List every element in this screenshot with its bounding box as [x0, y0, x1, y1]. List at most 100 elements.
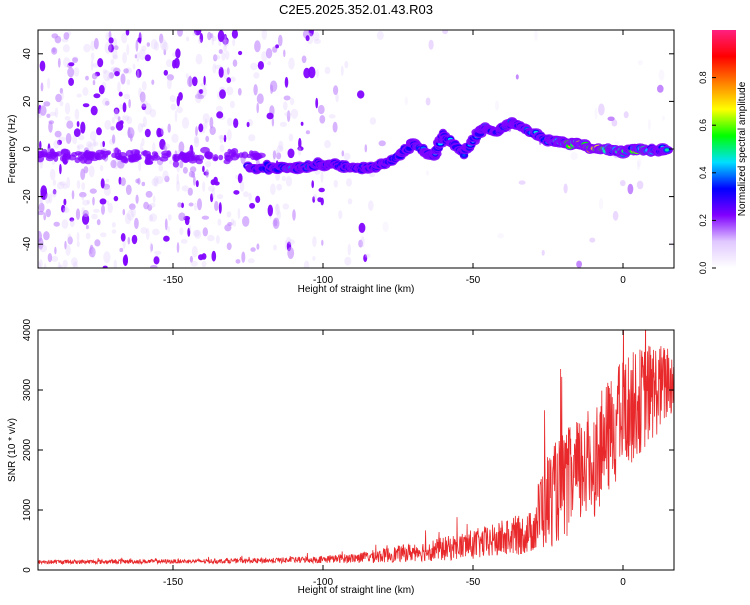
noise-speckle	[38, 210, 45, 216]
noise-speckle	[313, 193, 318, 201]
noise-speckle	[111, 117, 115, 124]
noise-speckle	[107, 202, 113, 214]
noise-speckle	[153, 256, 160, 265]
noise-speckle	[497, 233, 504, 239]
noise-speckle	[425, 97, 431, 106]
noise-speckle	[623, 111, 629, 119]
snr-panel: -150 -100 -50 0 0 1000 2000 3000 4000 Height of…	[7, 318, 675, 596]
noise-speckle	[77, 151, 87, 159]
noise-speckle	[82, 87, 89, 96]
noise-speckle	[43, 211, 47, 217]
noise-speckle	[63, 32, 70, 40]
noise-speckle	[107, 76, 110, 81]
noise-speckle	[72, 261, 78, 268]
noise-speckle	[71, 257, 78, 267]
noise-speckle	[186, 150, 195, 158]
noise-speckle	[122, 102, 127, 113]
noise-speckle	[134, 54, 138, 59]
noise-speckle	[177, 202, 182, 208]
noise-speckle	[131, 234, 138, 245]
noise-speckle	[208, 185, 216, 192]
noise-speckle	[54, 130, 62, 138]
noise-speckle	[111, 222, 116, 228]
noise-speckle	[191, 245, 198, 258]
noise-speckle	[188, 202, 194, 207]
noise-speckle	[250, 247, 256, 252]
noise-speckle	[256, 102, 260, 114]
noise-speckle	[102, 69, 108, 74]
noise-speckle	[77, 145, 80, 152]
noise-speckle	[256, 93, 264, 104]
noise-speckle	[71, 190, 75, 200]
noise-speckle	[151, 154, 161, 161]
noise-speckle	[104, 41, 112, 54]
noise-speckle	[61, 204, 66, 213]
noise-speckle	[320, 197, 324, 206]
noise-speckle	[141, 138, 145, 146]
noise-speckle	[39, 198, 43, 206]
noise-speckle	[276, 210, 281, 220]
noise-speckle	[38, 259, 43, 268]
noise-speckle	[143, 201, 150, 210]
noise-speckle	[57, 139, 62, 146]
top-x-tick-label: -150	[163, 275, 183, 286]
noise-speckle	[226, 77, 231, 84]
noise-speckle	[102, 153, 109, 158]
noise-speckle	[180, 239, 188, 244]
noise-speckle	[178, 92, 183, 101]
noise-speckle	[218, 66, 224, 78]
noise-speckle	[369, 117, 377, 125]
noise-speckle	[162, 41, 169, 52]
noise-speckle	[156, 175, 164, 185]
noise-speckle	[219, 144, 225, 153]
noise-speckle	[289, 97, 295, 106]
noise-speckle	[135, 68, 142, 78]
noise-speckle	[177, 30, 183, 37]
noise-speckle	[328, 114, 336, 119]
noise-speckle	[104, 100, 110, 106]
noise-speckle	[119, 247, 124, 253]
noise-speckle	[43, 263, 47, 268]
noise-speckle	[218, 202, 222, 214]
noise-speckle	[103, 251, 111, 264]
noise-speckle	[82, 103, 90, 108]
noise-speckle	[287, 247, 295, 259]
noise-speckle	[195, 92, 202, 104]
noise-speckle	[340, 65, 344, 77]
noise-speckle	[312, 31, 320, 41]
noise-speckle	[198, 123, 204, 133]
top-y-tick-label: 20	[22, 95, 33, 107]
noise-speckle	[227, 148, 232, 154]
noise-speckle	[152, 142, 156, 153]
noise-speckle	[198, 254, 204, 261]
noise-speckle	[63, 198, 67, 206]
noise-speckle	[145, 228, 150, 240]
noise-speckle	[83, 166, 89, 174]
noise-speckle	[230, 218, 235, 226]
noise-speckle	[157, 128, 164, 137]
noise-speckle	[282, 203, 289, 210]
noise-speckle	[657, 84, 664, 93]
noise-speckle	[150, 265, 158, 268]
noise-speckle	[142, 150, 148, 157]
noise-speckle	[192, 31, 197, 37]
noise-speckle	[144, 54, 151, 62]
top-y-tick-label: -40	[22, 237, 33, 252]
noise-speckle	[75, 208, 81, 220]
noise-speckle	[52, 179, 57, 186]
noise-speckle	[270, 84, 274, 94]
noise-speckle	[138, 160, 142, 172]
noise-speckle	[288, 57, 295, 70]
noise-speckle	[164, 218, 168, 231]
noise-speckle	[108, 37, 114, 44]
noise-speckle	[223, 68, 228, 80]
noise-speckle	[82, 209, 89, 218]
noise-speckle	[55, 151, 63, 157]
noise-speckle	[81, 195, 85, 201]
noise-speckle	[51, 33, 59, 39]
noise-speckle	[216, 111, 224, 119]
noise-speckle	[113, 195, 119, 202]
bottom-y-tick-label: 4000	[22, 318, 33, 341]
noise-speckle	[227, 129, 232, 141]
noise-speckle	[153, 175, 159, 187]
